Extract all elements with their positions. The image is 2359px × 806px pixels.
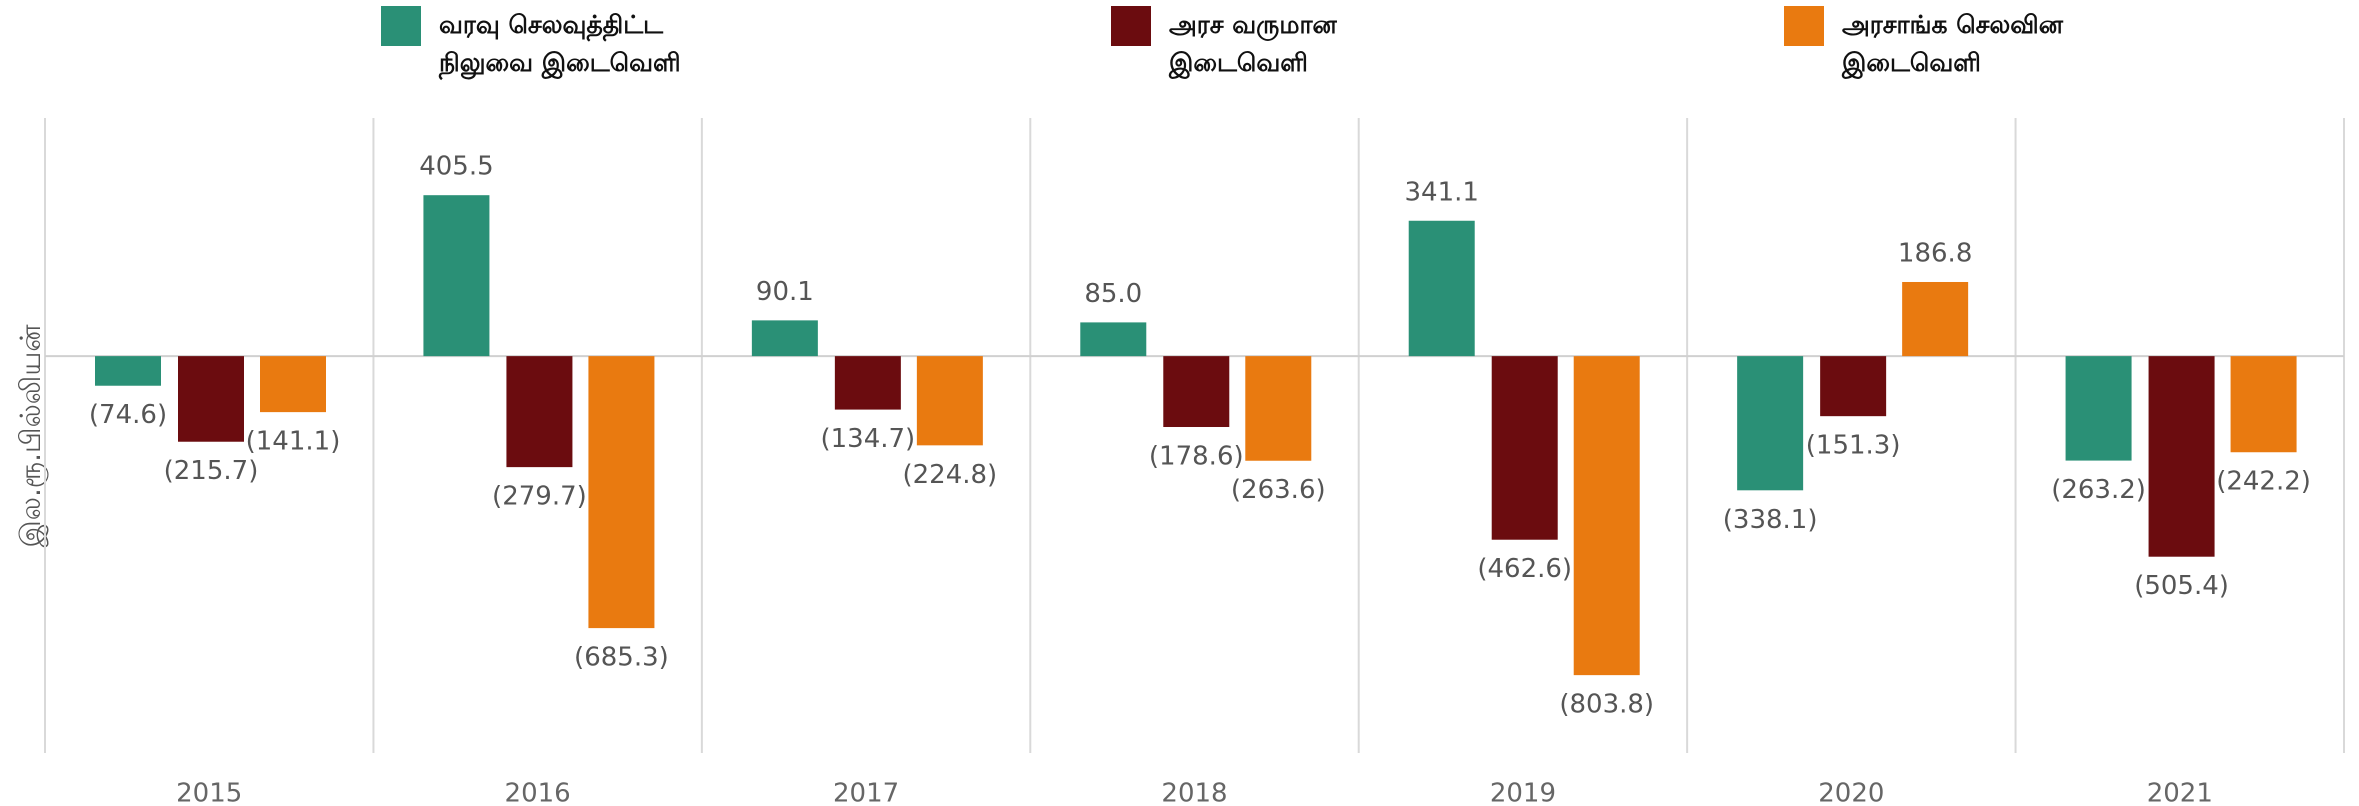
x-tick-label: 2021 [2147,779,2213,806]
bar [506,356,573,468]
bar [260,356,326,413]
data-label: (215.7) [164,456,259,486]
legend-label: வரவு செலவுத்திட்ட நிலுவை இடைவெளி [439,10,681,77]
data-label: 90.1 [756,277,814,307]
x-tick-label: 2016 [505,779,571,806]
x-tick-label: 2018 [1161,779,1227,806]
data-label: (134.7) [820,424,915,454]
x-tick-label: 2017 [833,779,899,806]
bar [178,356,244,442]
bar [2065,356,2132,461]
data-label: (462.6) [1477,554,1572,584]
data-label: (224.8) [902,460,997,490]
data-label: (141.1) [246,427,341,457]
bar [1491,356,1558,540]
data-label: (178.6) [1149,442,1244,472]
legend-swatch [1784,6,1824,46]
data-label: 405.5 [419,152,493,182]
bar [1080,322,1147,357]
data-label: (505.4) [2134,571,2229,601]
data-label: (803.8) [1559,690,1654,720]
data-label: (338.1) [1723,505,1818,535]
x-tick-label: 2019 [1490,779,1556,806]
bar [2148,356,2215,557]
legend-label: அரச வருமான இடைவெளி [1169,10,1337,77]
data-label: (263.2) [2051,475,2146,505]
data-label: (279.7) [492,482,587,512]
bar [1573,356,1640,676]
bar [95,356,161,386]
legend-item: வரவு செலவுத்திட்ட நிலுவை இடைவெளி [381,6,739,82]
data-label: (685.3) [574,643,669,673]
bar [1820,356,1887,417]
bar [834,356,901,410]
data-label: (74.6) [89,400,167,430]
legend-item: அரசாங்க செலவின இடைவெளி [1784,6,2142,82]
legend-item: அரச வருமான இடைவெளி [1111,6,1469,82]
legend-label: அரசாங்க செலவின இடைவெளி [1842,10,2063,77]
data-label: (263.6) [1231,475,1326,505]
data-label: (242.2) [2216,467,2311,497]
bar [423,195,490,357]
bar [751,320,818,357]
bar [1737,356,1804,491]
bar [1408,220,1475,357]
data-label: (151.3) [1806,431,1901,461]
bar [588,356,655,629]
bar [2230,356,2297,453]
legend-swatch [381,6,421,46]
x-tick-label: 2015 [176,779,242,806]
y-axis-label: இல.ரூ.பில்லியன் [14,325,49,548]
data-label: 85.0 [1084,279,1142,309]
bar [916,356,983,446]
bar [1902,281,1969,357]
bar [1163,356,1230,428]
data-label: 186.8 [1898,238,1972,268]
x-tick-label: 2020 [1818,779,1884,806]
data-label: 341.1 [1404,177,1478,207]
legend-swatch [1111,6,1151,46]
bar [1245,356,1312,461]
